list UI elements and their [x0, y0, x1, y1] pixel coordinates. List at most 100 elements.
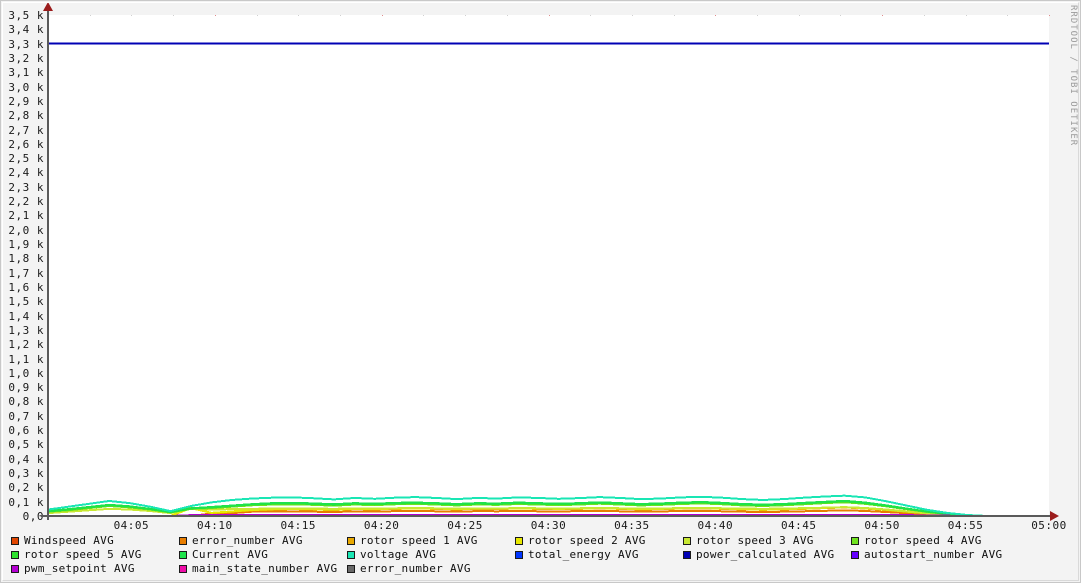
y-axis-tick-label: 1,6 k — [8, 280, 44, 294]
y-axis-tick-label: 0,1 k — [8, 495, 44, 509]
legend-item[interactable]: voltage AVG — [347, 548, 515, 562]
legend-label: rotor speed 3 AVG — [696, 534, 814, 547]
y-axis-line — [47, 9, 49, 520]
legend-color-swatch — [11, 565, 19, 573]
series-line — [48, 499, 1049, 516]
legend-label: error_number AVG — [192, 534, 303, 547]
x-axis-tick-label: 04:45 — [780, 519, 817, 532]
legend-item[interactable]: Current AVG — [179, 548, 347, 562]
y-axis-tick-label: 3,2 k — [8, 51, 44, 65]
legend-label: main_state_number AVG — [192, 562, 338, 575]
y-axis-tick-label: 0,2 k — [8, 481, 44, 495]
legend-item[interactable]: error_number AVG — [347, 562, 515, 576]
plot-area — [48, 15, 1050, 516]
legend-label: error_number AVG — [360, 562, 471, 575]
x-axis-tick-label: 04:20 — [363, 519, 400, 532]
legend-color-swatch — [11, 551, 19, 559]
legend-item[interactable]: main_state_number AVG — [179, 562, 347, 576]
x-axis-tick-label: 04:05 — [113, 519, 150, 532]
legend-label: autostart_number AVG — [864, 548, 1003, 561]
y-axis-tick-label: 1,4 k — [8, 309, 44, 323]
legend-item[interactable]: power_calculated AVG — [683, 548, 851, 562]
y-axis-tick-label: 1,2 k — [8, 338, 44, 352]
legend-item[interactable]: rotor speed 4 AVG — [851, 534, 1019, 548]
legend-item[interactable]: rotor speed 2 AVG — [515, 534, 683, 548]
x-axis-line — [41, 515, 1056, 517]
y-axis-tick-label: 2,2 k — [8, 195, 44, 209]
legend-item[interactable]: Windspeed AVG — [11, 534, 179, 548]
legend-item[interactable]: error_number AVG — [179, 534, 347, 548]
y-axis-tick-label: 1,3 k — [8, 323, 44, 337]
y-axis-tick-label: 1,7 k — [8, 266, 44, 280]
legend-item[interactable]: total_energy AVG — [515, 548, 683, 562]
legend-color-swatch — [851, 551, 859, 559]
y-axis-tick-label: 2,5 k — [8, 152, 44, 166]
legend-color-swatch — [179, 551, 187, 559]
y-axis-tick-label: 1,1 k — [8, 352, 44, 366]
series-line — [48, 494, 1049, 516]
x-axis-tick-label: 04:35 — [614, 519, 650, 532]
y-axis-tick-label: 0,9 k — [8, 381, 44, 395]
y-axis-tick-label: 0,4 k — [8, 452, 44, 466]
legend-label: Windspeed AVG — [24, 534, 114, 547]
y-axis-tick-label: 1,5 k — [8, 295, 44, 309]
legend-item[interactable]: rotor speed 3 AVG — [683, 534, 851, 548]
legend-color-swatch — [851, 537, 859, 545]
y-axis-tick-label: 2,7 k — [8, 123, 44, 137]
y-axis-tick-label: 3,1 k — [8, 66, 44, 80]
y-axis-tick-label: 3,5 k — [8, 9, 44, 22]
y-axis-tick-label: 0,7 k — [8, 409, 44, 423]
legend-label: voltage AVG — [360, 548, 437, 561]
x-axis-tick-label: 04:50 — [864, 519, 900, 532]
y-axis-tick-label: 0,0 — [22, 510, 44, 523]
legend-color-swatch — [347, 537, 355, 545]
x-axis-tick-label: 04:30 — [530, 519, 567, 532]
y-axis-tick-label: 3,4 k — [8, 23, 44, 37]
legend-item[interactable]: pwm_setpoint AVG — [11, 562, 179, 576]
y-axis-tick-label: 2,4 k — [8, 166, 44, 180]
y-axis-tick-label: 2,8 k — [8, 109, 44, 123]
x-axis-tick-label: 04:10 — [197, 519, 233, 532]
legend-color-swatch — [515, 537, 523, 545]
y-axis-tick-label: 2,3 k — [8, 180, 44, 194]
legend-color-swatch — [179, 565, 187, 573]
y-axis-tick-label: 0,6 k — [8, 424, 44, 438]
x-axis-arrow-icon — [1050, 511, 1059, 521]
legend-color-swatch — [515, 551, 523, 559]
legend-item[interactable]: rotor speed 1 AVG — [347, 534, 515, 548]
legend-item[interactable]: rotor speed 5 AVG — [11, 548, 179, 562]
y-axis-tick-label: 0,3 k — [8, 467, 44, 481]
x-axis-tick-label: 04:40 — [697, 519, 734, 532]
x-axis-tick-label: 05:00 — [1031, 519, 1067, 532]
legend-label: rotor speed 5 AVG — [24, 548, 142, 561]
y-axis-tick-label: 2,6 k — [8, 137, 44, 151]
legend-color-swatch — [683, 551, 691, 559]
legend-color-swatch — [179, 537, 187, 545]
legend-color-swatch — [11, 537, 19, 545]
legend-color-swatch — [347, 551, 355, 559]
y-axis-tick-label: 0,8 k — [8, 395, 44, 409]
y-axis-tick-label: 3,3 k — [8, 37, 44, 51]
legend-label: total_energy AVG — [528, 548, 639, 561]
x-axis-tick-label: 04:55 — [947, 519, 984, 532]
x-axis-tick-label: 04:15 — [280, 519, 317, 532]
legend-label: rotor speed 4 AVG — [864, 534, 982, 547]
legend-color-swatch — [347, 565, 355, 573]
legend-label: rotor speed 2 AVG — [528, 534, 646, 547]
y-axis-tick-label: 1,0 k — [8, 366, 44, 380]
legend-item[interactable]: autostart_number AVG — [851, 548, 1019, 562]
y-axis-tick-label: 2,0 k — [8, 223, 44, 237]
y-axis-tick-label: 1,9 k — [8, 238, 44, 252]
legend-label: power_calculated AVG — [696, 548, 835, 561]
y-axis-tick-label: 3,0 k — [8, 80, 44, 94]
series-line — [48, 506, 1049, 516]
y-axis-tick-label: 2,1 k — [8, 209, 44, 223]
series-lines — [48, 42, 1049, 516]
legend: Windspeed AVG error_number AVG rotor speed… — [11, 534, 1071, 576]
x-axis-tick-label: 04:25 — [447, 519, 483, 532]
legend-label: pwm_setpoint AVG — [24, 562, 135, 575]
y-axis-tick-label: 2,9 k — [8, 94, 44, 108]
y-axis-tick-label: 1,8 k — [8, 252, 44, 266]
y-axis-tick-label: 0,5 k — [8, 438, 44, 452]
